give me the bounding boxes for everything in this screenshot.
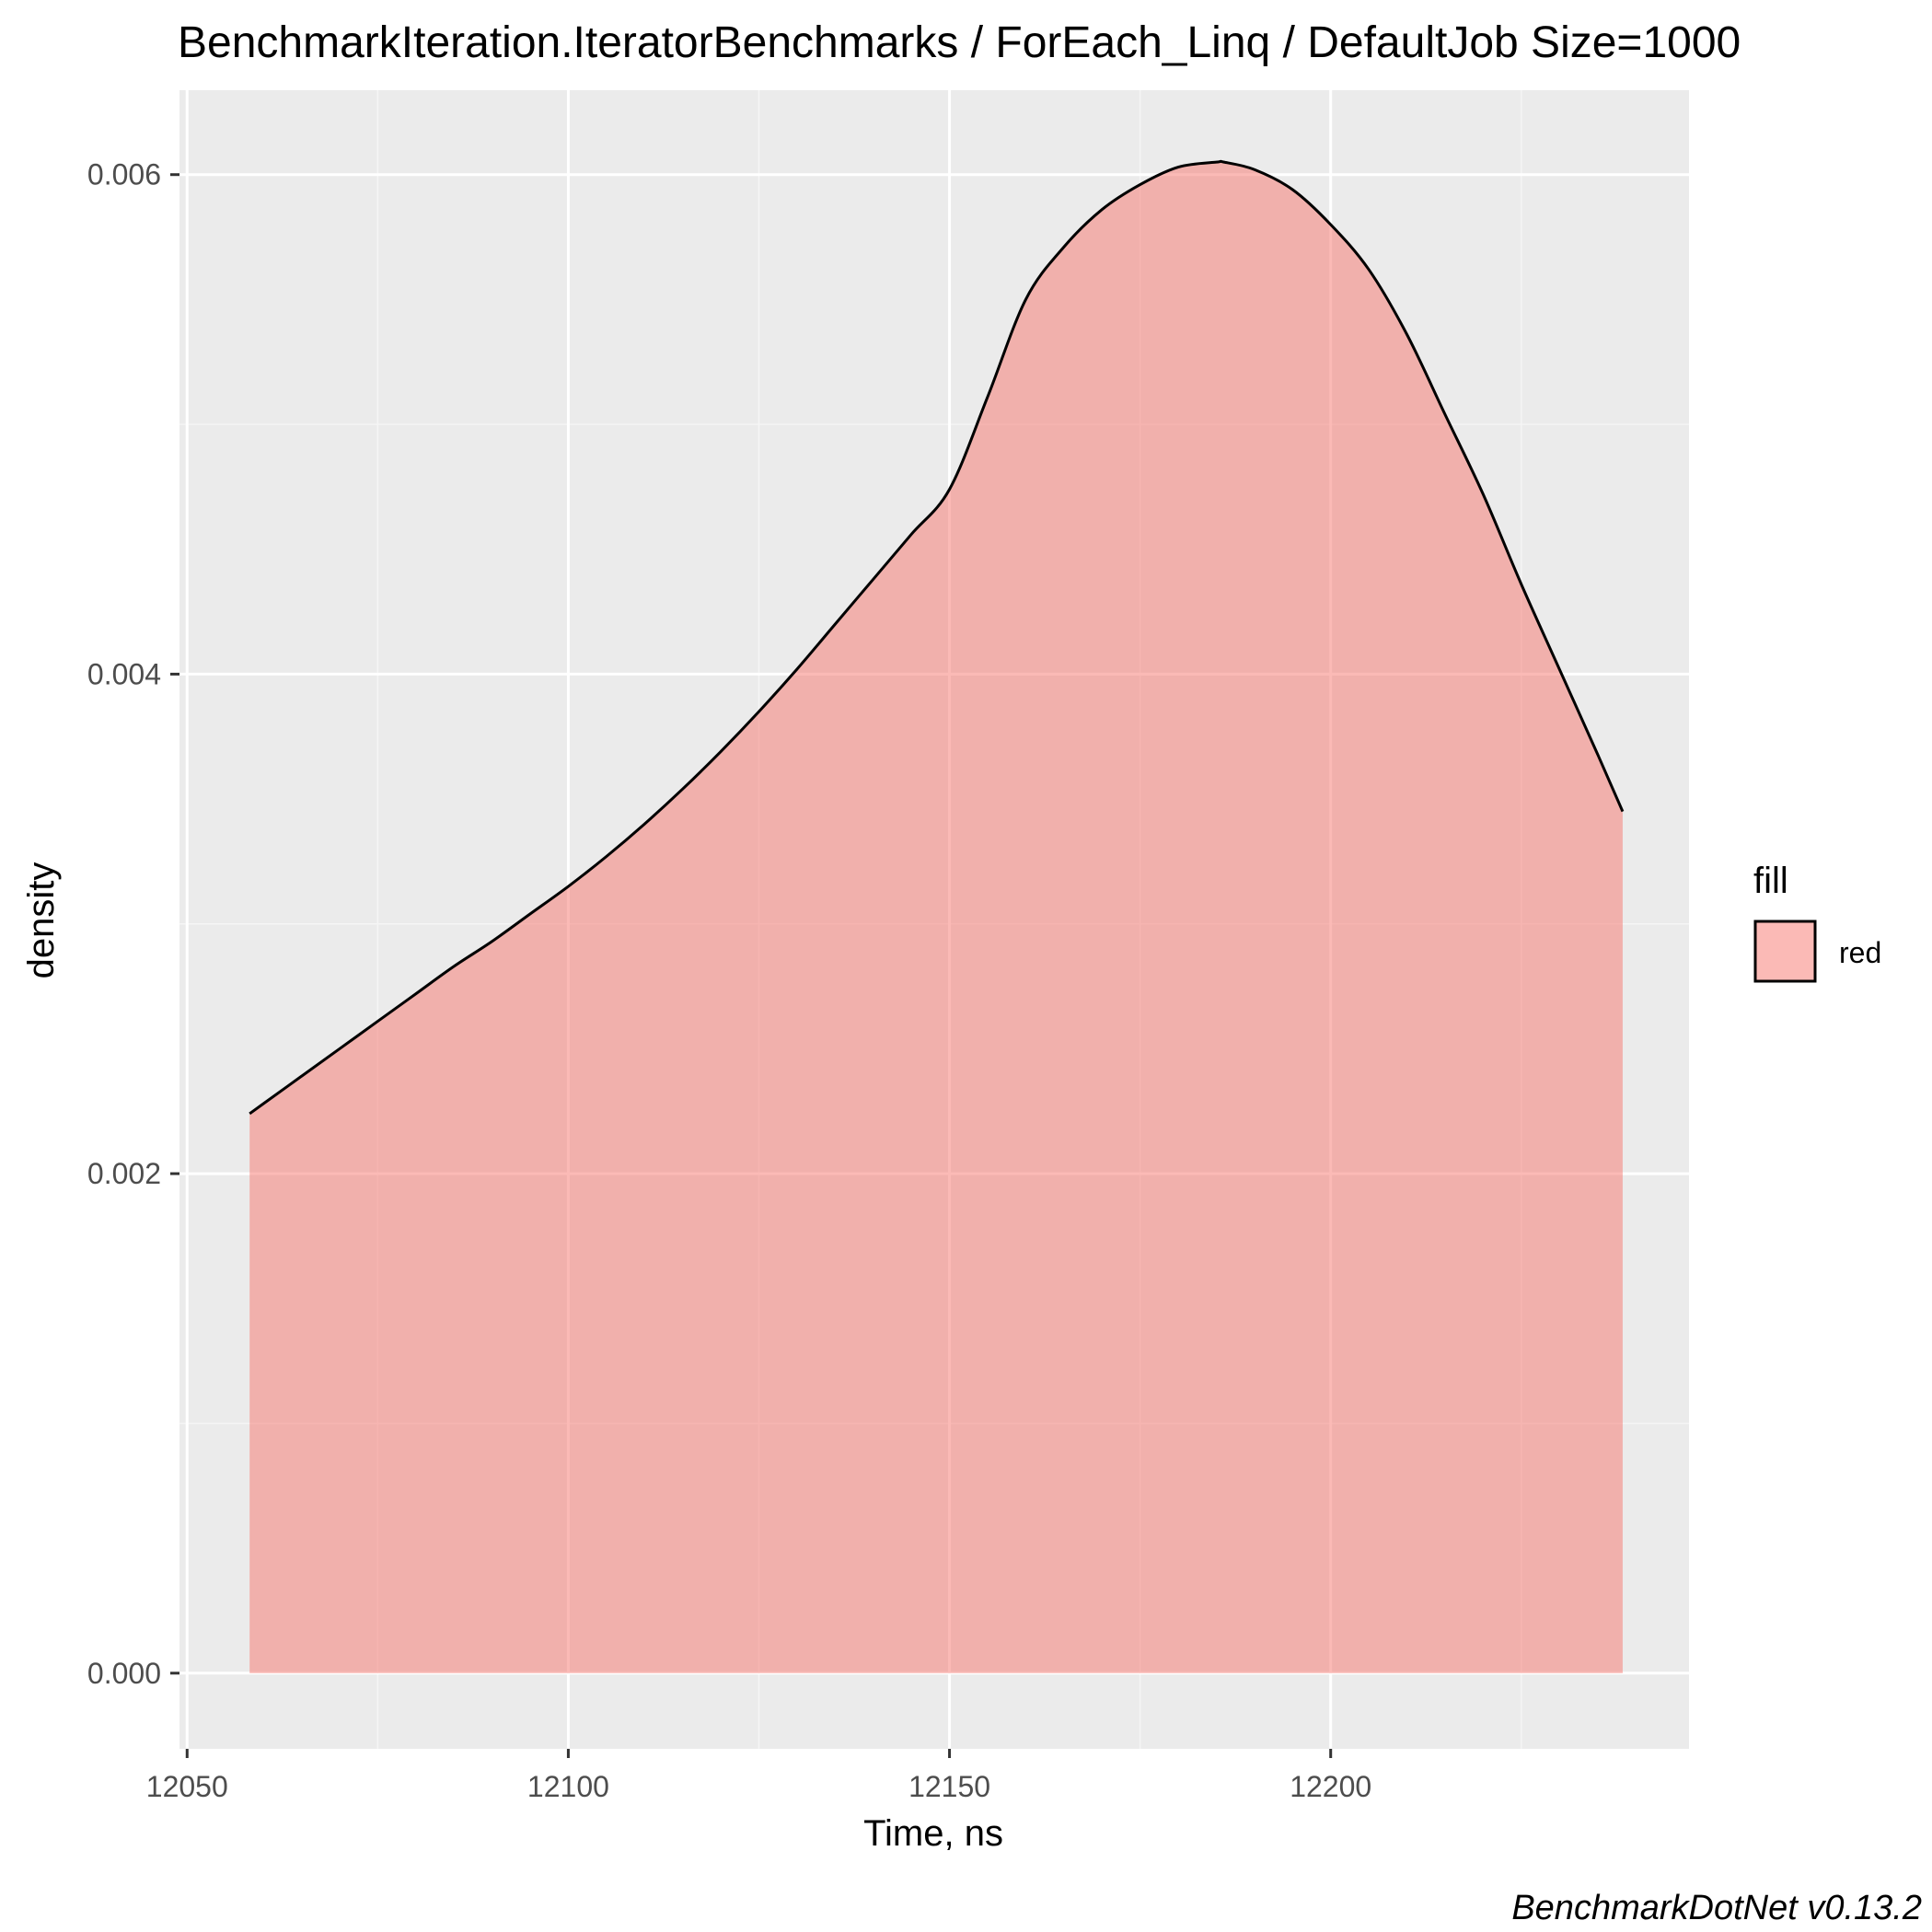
legend-title: fill <box>1753 861 1788 901</box>
x-axis-title: Time, ns <box>863 1813 1003 1854</box>
density-line <box>249 159 1625 1116</box>
x-tick-label-0: 12050 <box>146 1770 228 1803</box>
y-axis: 0.000 0.002 0.004 0.006 <box>87 158 179 1690</box>
x-axis: 12050 12100 12150 12200 <box>146 1749 1371 1803</box>
legend-label-red: red <box>1839 936 1881 969</box>
y-axis-title: density <box>21 862 62 979</box>
x-tick-label-1: 12100 <box>527 1770 609 1803</box>
legend-key-red <box>1753 920 1817 983</box>
y-tick-label-1: 0.002 <box>87 1157 161 1190</box>
caption: BenchmarkDotNet v0.13.2 <box>1511 1889 1922 1927</box>
y-tick-label-2: 0.004 <box>87 657 161 690</box>
y-tick-label-3: 0.006 <box>87 158 161 191</box>
chart-title: BenchmarkIteration.IteratorBenchmarks / … <box>178 18 1741 67</box>
density-area <box>249 161 1623 1673</box>
x-tick-label-3: 12200 <box>1290 1770 1371 1803</box>
x-tick-label-2: 12150 <box>908 1770 990 1803</box>
y-tick-label-0: 0.000 <box>87 1657 161 1690</box>
legend: fill red <box>1753 861 1881 983</box>
